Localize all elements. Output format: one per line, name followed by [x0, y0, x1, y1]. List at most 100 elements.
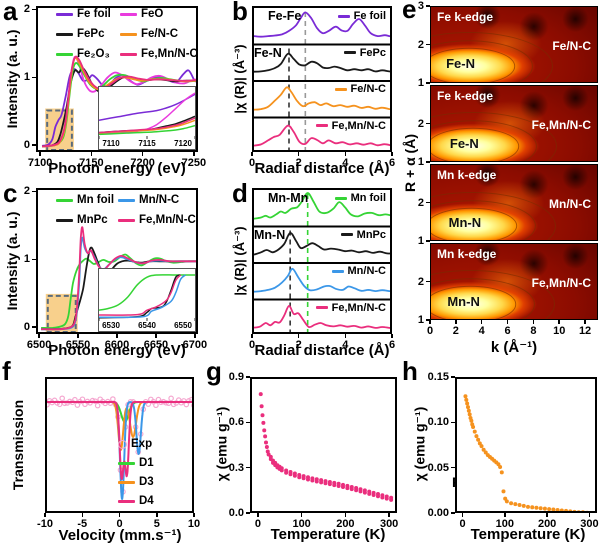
wavelet-panel-fe-n-c: Fe k-edge Fe/N-C Fe-N — [430, 6, 598, 83]
data-point — [538, 506, 543, 511]
series-Fe foil — [254, 11, 390, 38]
line-swatch-icon — [331, 269, 344, 273]
line-swatch-icon — [334, 87, 347, 91]
legend-label: D4 — [139, 495, 154, 507]
row-legend-fe-mn-n-c: Fe,Mn/N-C — [315, 302, 386, 314]
y-tick-mark — [32, 190, 36, 193]
legend-label: Mn foil — [77, 194, 115, 206]
panel-c-letter: c — [3, 178, 18, 208]
x-tick-label: 6 — [504, 325, 511, 337]
bond-label: Mn-N — [447, 293, 480, 309]
y-tick-label: 0.6 — [228, 416, 244, 429]
data-point — [483, 450, 488, 455]
data-point — [314, 477, 319, 482]
x-tick-label: 4 — [342, 339, 349, 351]
panel-e-y-axis-label: R + α (Å) — [402, 134, 418, 192]
series-Mn/N-C — [254, 267, 390, 293]
panel-c-x-axis-label: Photon energy (eV) — [48, 342, 186, 359]
legend-item-fe-mn-n-c: Fe,Mn/N-C — [118, 214, 196, 226]
panel-d: d |χ (R)| (Å⁻³) Radial distance (Å) Mn f… — [230, 180, 402, 359]
data-point — [572, 509, 577, 511]
row-legend-fe-foil: Fe foil — [337, 10, 386, 22]
x-tick-label: 0 — [248, 157, 256, 169]
x-tick-mark — [257, 513, 259, 517]
panel-a-x-axis-label: Photon energy (eV) — [48, 160, 186, 177]
x-tick-mark — [388, 513, 390, 517]
y-tick-mark — [426, 161, 430, 163]
exp-point — [180, 398, 187, 404]
data-point — [371, 490, 376, 495]
data-point — [530, 505, 535, 510]
contour-ring — [431, 120, 538, 161]
data-point — [268, 454, 273, 459]
x-tick-label: 200 — [537, 518, 557, 530]
edge-label: Mn k-edge — [437, 168, 497, 182]
x-tick-mark — [546, 513, 548, 517]
panel-f-y-axis-label: Transmission — [10, 399, 26, 491]
panel-h-x-axis-label: Temperature (K) — [470, 526, 586, 543]
series-Fe,Mn/N-C — [254, 124, 390, 147]
bond-label: Fe-N — [449, 135, 479, 151]
series-Fe,Mn/N-C — [254, 305, 390, 329]
y-tick-mark — [451, 421, 455, 424]
data-point — [471, 425, 476, 430]
inset-tick-label: 7110 — [102, 139, 120, 148]
exp-point — [168, 395, 174, 402]
series-D4 — [47, 401, 192, 481]
y-tick-mark — [32, 8, 36, 11]
x-tick-mark — [81, 513, 83, 517]
x-tick-label: 0 — [426, 325, 434, 337]
sample-label: Fe/N-C — [552, 39, 591, 54]
data-point — [284, 468, 289, 473]
data-point — [513, 502, 518, 507]
panel-g-letter: g — [206, 356, 222, 386]
inset-tick-label: 7120 — [174, 139, 192, 148]
line-swatch-icon — [315, 124, 328, 127]
exp-point — [153, 402, 159, 409]
data-point — [472, 429, 477, 434]
x-tick-label: 100 — [292, 518, 311, 530]
line-swatch-icon — [118, 198, 135, 202]
data-point — [345, 483, 350, 488]
y-tick-mark — [32, 144, 36, 146]
dashed-highlight-box — [46, 109, 73, 150]
y-tick-mark — [32, 76, 36, 79]
x-tick-mark — [116, 334, 118, 338]
exp-marker-icon — [118, 439, 127, 449]
data-point — [465, 401, 470, 406]
x-tick-mark — [391, 334, 393, 338]
x-tick-mark — [90, 152, 93, 156]
x-tick-mark — [344, 152, 347, 156]
x-tick-mark — [38, 334, 40, 338]
data-point — [581, 510, 585, 511]
legend-item-mn-n-c: Mn/N-C — [118, 194, 179, 206]
row-legend-mn-foil: Mn foil — [334, 192, 386, 204]
x-tick-mark — [461, 513, 464, 517]
data-point — [263, 434, 268, 439]
line-swatch-icon — [120, 12, 137, 16]
bond-label: Fe-N — [446, 55, 475, 71]
data-point — [474, 434, 479, 439]
legend-label: Mn/N-C — [139, 194, 180, 206]
panel-a-inset: 7110 7115 7120 — [98, 86, 196, 150]
bond-label-mn-n: Mn-N — [254, 227, 286, 242]
y-tick-mark — [426, 82, 430, 84]
data-point — [260, 413, 265, 418]
x-tick-label: 6600 — [104, 339, 130, 351]
y-tick-mark — [426, 43, 430, 46]
wavelet-panel-mn-n-c: Mn k-edge Mn/N-C Mn-N — [430, 164, 598, 241]
x-tick-mark — [77, 334, 79, 338]
data-point — [301, 474, 306, 479]
y-tick-label: 0.00 — [427, 507, 449, 519]
x-tick-label: 7250 — [181, 157, 207, 169]
y-tick-label: 0.10 — [427, 416, 449, 429]
panel-b-x-axis-label: Radial distance (Å) — [254, 160, 390, 177]
row-legend-fe-mn-n-c: Fe,Mn/N-C — [315, 120, 386, 132]
edge-label: Mn k-edge — [437, 247, 497, 261]
legend-label: Fe₂O₃ — [77, 48, 110, 60]
y-tick-label: 1 — [417, 314, 424, 326]
y-tick-label: 1 — [417, 156, 424, 168]
x-tick-label: -10 — [37, 518, 53, 530]
data-point — [376, 492, 380, 497]
x-tick-label: 7150 — [79, 157, 104, 169]
